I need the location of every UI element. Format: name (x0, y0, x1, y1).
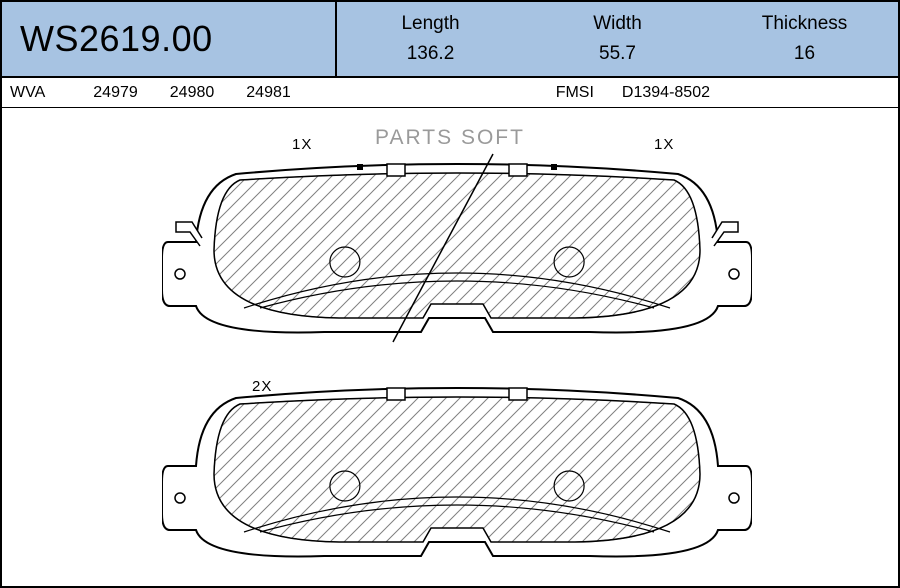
fmsi-code: D1394-8502 (622, 84, 710, 102)
brake-pad-drawing (162, 150, 752, 350)
brake-pad-drawing (162, 374, 752, 574)
part-number: WS2619.00 (20, 18, 213, 60)
dim-length-cell: Length 136.2 (337, 2, 524, 76)
fmsi-label: FMSI (556, 84, 594, 102)
fmsi-block: FMSI D1394-8502 (556, 84, 710, 102)
spec-sheet: WS2619.00 Length 136.2 Width 55.7 Thickn… (0, 0, 900, 588)
dim-width-cell: Width 55.7 (524, 2, 711, 76)
wva-label: WVA (10, 84, 45, 102)
diagram-area: PARTS SOFT 1X1X2X (2, 108, 898, 588)
dim-width-value: 55.7 (599, 43, 636, 65)
header-row: WS2619.00 Length 136.2 Width 55.7 Thickn… (2, 2, 898, 78)
wva-code: 24979 (93, 84, 138, 102)
dim-length-value: 136.2 (407, 43, 455, 65)
dim-width-label: Width (593, 13, 642, 35)
dim-thickness-label: Thickness (762, 13, 848, 35)
wva-codes: 24979 24980 24981 (93, 84, 291, 102)
wva-code: 24980 (170, 84, 215, 102)
reference-row: WVA 24979 24980 24981 FMSI D1394-8502 (2, 78, 898, 108)
dim-thickness-value: 16 (794, 43, 815, 65)
dim-thickness-cell: Thickness 16 (711, 2, 898, 76)
dim-length-label: Length (401, 13, 459, 35)
part-number-cell: WS2619.00 (2, 2, 337, 76)
watermark: PARTS SOFT (375, 126, 525, 150)
wva-code: 24981 (246, 84, 291, 102)
